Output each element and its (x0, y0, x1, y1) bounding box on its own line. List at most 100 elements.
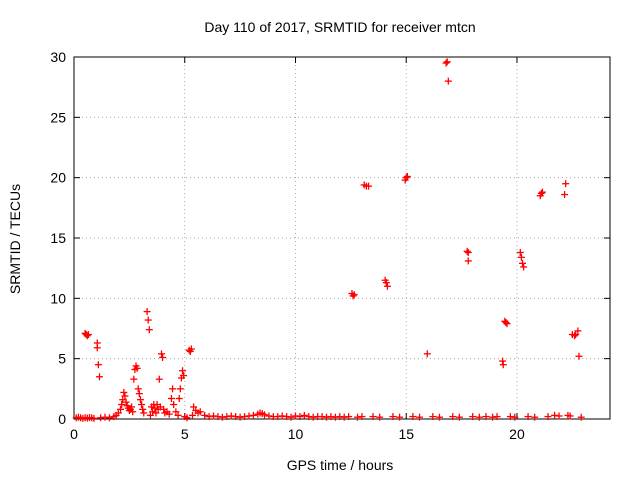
data-point (196, 408, 204, 416)
data-point (482, 413, 490, 421)
data-point (187, 345, 195, 353)
data-point (83, 332, 91, 340)
data-point (423, 350, 431, 358)
data-point (167, 394, 175, 402)
data-point (358, 413, 366, 421)
data-point (172, 408, 180, 416)
data-point (130, 375, 138, 383)
data-point (175, 394, 183, 402)
data-point (469, 413, 477, 421)
data-point (562, 180, 570, 188)
data-point (442, 59, 450, 67)
data-point (188, 411, 196, 419)
x-tick-label: 10 (288, 426, 304, 442)
data-point (157, 350, 165, 358)
y-tick-label: 20 (50, 170, 66, 186)
x-tick-label: 0 (70, 426, 78, 442)
data-point (129, 408, 137, 416)
data-point (403, 172, 411, 180)
data-point (121, 392, 129, 400)
data-point (128, 403, 136, 411)
data-point (93, 344, 101, 352)
data-point (152, 409, 160, 417)
data-point (190, 403, 198, 411)
data-point (444, 77, 452, 85)
data-point (201, 411, 209, 419)
data-point (120, 388, 128, 396)
data-point (365, 182, 373, 190)
data-point (287, 413, 295, 421)
data-point (389, 413, 397, 421)
data-point (555, 412, 563, 420)
data-point (475, 413, 483, 421)
data-point (260, 411, 268, 419)
data-point (493, 413, 501, 421)
data-point (143, 308, 151, 316)
data-point (516, 248, 524, 256)
data-point (369, 413, 377, 421)
data-point (499, 361, 507, 369)
y-tick-label: 15 (50, 230, 66, 246)
y-axis-label: SRMTID / TECUs (7, 184, 23, 294)
data-point (571, 332, 579, 340)
data-point (145, 326, 153, 334)
data-point (463, 247, 471, 255)
data-points (72, 58, 585, 422)
data-point (95, 373, 103, 381)
data-point (464, 257, 472, 265)
data-point (84, 331, 92, 339)
data-point (122, 398, 130, 406)
data-point (538, 188, 546, 196)
chart-title: Day 110 of 2017, SRMTID for receiver mtc… (204, 19, 475, 35)
data-point (544, 413, 552, 421)
x-axis-label: GPS time / hours (287, 457, 394, 473)
data-point (349, 292, 357, 300)
y-tick-label: 0 (58, 411, 66, 427)
x-tick-label: 15 (398, 426, 414, 442)
data-point (118, 401, 126, 409)
data-point (183, 414, 191, 422)
data-point (139, 405, 147, 413)
data-point (105, 414, 113, 422)
data-point (520, 263, 528, 271)
y-tick-label: 30 (50, 49, 66, 65)
data-point (176, 385, 184, 393)
data-point (159, 353, 167, 361)
data-point (575, 352, 583, 360)
x-tick-label: 20 (509, 426, 525, 442)
data-point (174, 411, 182, 419)
data-point (503, 320, 511, 328)
data-point (455, 413, 463, 421)
data-point (94, 361, 102, 369)
data-point (180, 372, 188, 380)
data-point (249, 411, 257, 419)
data-point (537, 189, 545, 197)
grid-lines (74, 57, 610, 419)
data-point (90, 414, 98, 422)
data-point (517, 253, 525, 261)
data-point (435, 413, 443, 421)
data-point (464, 248, 472, 256)
data-point (382, 279, 390, 287)
data-point (136, 396, 144, 404)
data-point (149, 408, 157, 416)
y-tick-label: 25 (50, 109, 66, 125)
data-point (296, 413, 304, 421)
data-point (300, 411, 308, 419)
data-point (170, 401, 178, 409)
data-point (133, 364, 141, 372)
data-point (383, 282, 391, 290)
data-point (429, 413, 437, 421)
data-point (409, 413, 417, 421)
data-point (511, 413, 519, 421)
data-point (345, 413, 353, 421)
data-point (502, 318, 510, 326)
data-point (135, 390, 143, 398)
data-point (376, 413, 384, 421)
data-point (350, 291, 358, 299)
data-point (449, 413, 457, 421)
y-tick-label: 5 (58, 351, 66, 367)
data-point (179, 367, 187, 375)
data-point (566, 412, 574, 420)
